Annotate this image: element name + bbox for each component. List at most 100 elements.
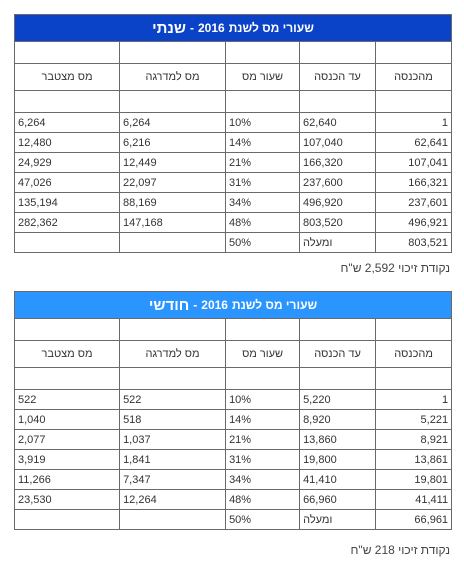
cell-bracket-tax	[119, 232, 227, 253]
cell-tax-rate: 10%	[225, 112, 301, 133]
cell-to-income: 41,410	[299, 469, 377, 490]
cell-from-income: 1	[375, 112, 453, 133]
table-row: 1 62,640 10% 6,264 6,264	[13, 112, 453, 133]
cell-from-income: 803,521	[375, 232, 453, 253]
table-row: 62,641 107,040 14% 6,216 12,480	[13, 132, 453, 153]
annual-header-row: מהכנסה עד הכנסה שעור מס מס למדרגה מס מצט…	[13, 63, 453, 91]
cell-cumulative-tax: 1,040	[13, 409, 121, 430]
table-row: 66,961 ומעלה 50%	[13, 509, 453, 530]
cell-cumulative-tax: 24,929	[13, 152, 121, 173]
annual-title-dash: -	[189, 21, 194, 35]
cell-bracket-tax: 88,169	[119, 192, 227, 213]
cell-bracket-tax: 522	[119, 389, 227, 410]
cell-tax-rate: 10%	[225, 389, 301, 410]
cell-tax-rate: 34%	[225, 192, 301, 213]
table-row: 19,801 41,410 34% 7,347 11,266	[13, 469, 453, 490]
monthly-title-prefix: שעורי מס לשנת	[231, 298, 318, 312]
cell-bracket-tax	[119, 509, 227, 530]
table-row: 8,921 13,860 21% 1,037 2,077	[13, 429, 453, 450]
cell-bracket-tax: 12,449	[119, 152, 227, 173]
annual-spacer-row	[13, 90, 453, 113]
monthly-spacer-row	[13, 318, 453, 341]
cell-to-income: 13,860	[299, 429, 377, 450]
table-row: 13,861 19,800 31% 1,841 3,919	[13, 449, 453, 470]
column-header-from-income: מהכנסה	[375, 63, 453, 91]
cell-to-income: 237,600	[299, 172, 377, 193]
cell-bracket-tax: 22,097	[119, 172, 227, 193]
cell-from-income: 41,411	[375, 489, 453, 510]
cell-to-income: 166,320	[299, 152, 377, 173]
cell-cumulative-tax: 23,530	[13, 489, 121, 510]
cell-bracket-tax: 6,264	[119, 112, 227, 133]
cell-tax-rate: 31%	[225, 172, 301, 193]
column-header-to-income: עד הכנסה	[299, 340, 377, 368]
monthly-tax-table: שעורי מס לשנת 2016 - חודשי מהכנסה עד הכנ…	[13, 291, 453, 530]
cell-from-income: 8,921	[375, 429, 453, 450]
annual-spacer-row	[13, 41, 453, 64]
cell-to-income: 496,920	[299, 192, 377, 213]
cell-from-income: 5,221	[375, 409, 453, 430]
cell-to-income: 8,920	[299, 409, 377, 430]
cell-from-income: 62,641	[375, 132, 453, 153]
table-row: 41,411 66,960 48% 12,264 23,530	[13, 489, 453, 510]
cell-tax-rate: 21%	[225, 152, 301, 173]
annual-tax-table: שעורי מס לשנת 2016 - שנתי מהכנסה עד הכנס…	[13, 14, 453, 253]
cell-cumulative-tax: 135,194	[13, 192, 121, 213]
cell-tax-rate: 21%	[225, 429, 301, 450]
column-header-tax-rate: שעור מס	[225, 340, 301, 368]
annual-title-year: 2016	[197, 21, 225, 35]
annual-banner-cell: שעורי מס לשנת 2016 - שנתי	[13, 14, 453, 42]
cell-cumulative-tax: 2,077	[13, 429, 121, 450]
cell-bracket-tax: 147,168	[119, 212, 227, 233]
cell-from-income: 1	[375, 389, 453, 410]
cell-tax-rate: 14%	[225, 132, 301, 153]
table-row: 237,601 496,920 34% 88,169 135,194	[13, 192, 453, 213]
monthly-credit-point-note: נקודת זיכוי 218 ש"ח	[350, 543, 450, 557]
column-header-from-income: מהכנסה	[375, 340, 453, 368]
cell-cumulative-tax: 282,362	[13, 212, 121, 233]
table-row: 166,321 237,600 31% 22,097 47,026	[13, 172, 453, 193]
table-row: 803,521 ומעלה 50%	[13, 232, 453, 253]
column-header-to-income: עד הכנסה	[299, 63, 377, 91]
monthly-banner-cell: שעורי מס לשנת 2016 - חודשי	[13, 291, 453, 319]
cell-to-income: ומעלה	[299, 232, 377, 253]
monthly-header-row: מהכנסה עד הכנסה שעור מס מס למדרגה מס מצט…	[13, 340, 453, 368]
table-row: 5,221 8,920 14% 518 1,040	[13, 409, 453, 430]
cell-tax-rate: 50%	[225, 232, 301, 253]
table-row: 1 5,220 10% 522 522	[13, 389, 453, 410]
column-header-tax-rate: שעור מס	[225, 63, 301, 91]
cell-tax-rate: 34%	[225, 469, 301, 490]
cell-to-income: 803,520	[299, 212, 377, 233]
cell-bracket-tax: 1,841	[119, 449, 227, 470]
cell-tax-rate: 14%	[225, 409, 301, 430]
column-header-bracket-tax: מס למדרגה	[119, 63, 227, 91]
annual-title-period: שנתי	[152, 19, 186, 37]
annual-table-title: שעורי מס לשנת 2016 - שנתי	[15, 15, 451, 41]
cell-cumulative-tax: 6,264	[13, 112, 121, 133]
cell-to-income: ומעלה	[299, 509, 377, 530]
column-header-cumulative-tax: מס מצטבר	[13, 63, 121, 91]
cell-from-income: 66,961	[375, 509, 453, 530]
cell-from-income: 13,861	[375, 449, 453, 470]
table-row: 107,041 166,320 21% 12,449 24,929	[13, 152, 453, 173]
annual-table-body: 1 62,640 10% 6,264 6,264 62,641 107,040 14% 6,21…	[13, 112, 453, 253]
cell-cumulative-tax: 3,919	[13, 449, 121, 470]
monthly-table-body: 1 5,220 10% 522 522 5,221 8,920 14% 518 1,040 8,92…	[13, 389, 453, 530]
cell-from-income: 107,041	[375, 152, 453, 173]
cell-cumulative-tax: 522	[13, 389, 121, 410]
cell-tax-rate: 48%	[225, 212, 301, 233]
cell-from-income: 237,601	[375, 192, 453, 213]
monthly-title-dash: -	[193, 298, 198, 312]
cell-cumulative-tax: 47,026	[13, 172, 121, 193]
monthly-title-period: חודשי	[148, 296, 190, 314]
cell-to-income: 66,960	[299, 489, 377, 510]
cell-from-income: 496,921	[375, 212, 453, 233]
cell-tax-rate: 31%	[225, 449, 301, 470]
cell-to-income: 5,220	[299, 389, 377, 410]
cell-bracket-tax: 6,216	[119, 132, 227, 153]
cell-bracket-tax: 12,264	[119, 489, 227, 510]
cell-from-income: 166,321	[375, 172, 453, 193]
cell-to-income: 19,800	[299, 449, 377, 470]
column-header-bracket-tax: מס למדרגה	[119, 340, 227, 368]
annual-credit-point-note: נקודת זיכוי 2,592 ש"ח	[340, 261, 450, 275]
